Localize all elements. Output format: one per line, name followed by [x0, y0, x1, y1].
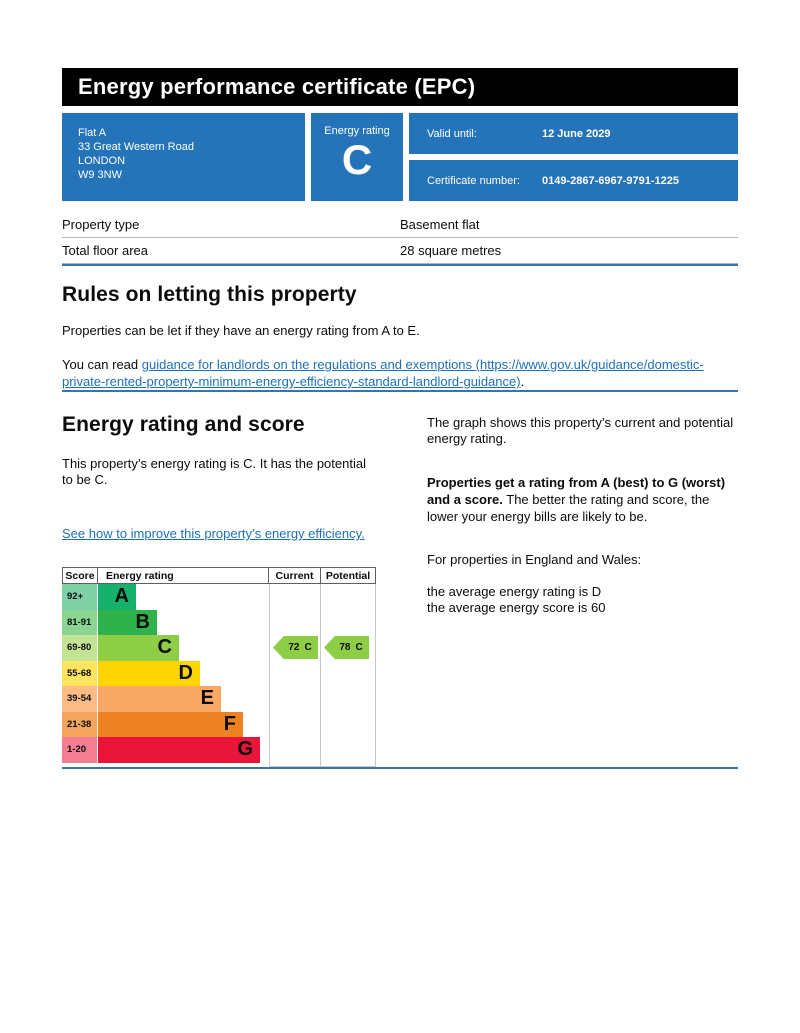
potential-rating-marker: 78 C — [324, 636, 369, 659]
band-bar-track: B — [98, 609, 269, 635]
score-column-header: Score — [62, 568, 98, 583]
potential-rating-column: 78 C — [321, 584, 376, 767]
epc-band-row-a: 92+ A — [62, 584, 269, 610]
epc-band-rows: 92+ A 81-91 B 69-80 C 55-68 D 39-54 E 21-38 F 1-20 G — [62, 584, 269, 767]
property-address: Flat A 33 Great Western Road LONDON W9 3… — [62, 113, 305, 201]
potential-score: 78 — [339, 642, 351, 653]
epc-band-row-b: 81-91 B — [62, 609, 269, 635]
epc-chart-header: Score Energy rating Current Potential — [62, 567, 376, 584]
property-summary-table: Property type Basement flat Total floor … — [62, 212, 738, 264]
certificate-number-value: 0149-2867-6967-9791-1225 — [542, 174, 680, 187]
improve-efficiency-link[interactable]: See how to improve this property’s energ… — [62, 526, 365, 541]
band-score-range: 92+ — [62, 584, 98, 610]
rating-column-header: Energy rating — [98, 568, 269, 583]
rules-paragraph: Properties can be let if they have an en… — [62, 323, 420, 338]
epc-page: Energy performance certificate (EPC) Fla… — [62, 0, 738, 769]
england-wales-label: For properties in England and Wales: — [427, 552, 642, 567]
potential-band: C — [355, 642, 363, 653]
section-divider — [62, 264, 738, 266]
band-bar-track: E — [98, 686, 269, 712]
band-score-range: 39-54 — [62, 686, 98, 712]
rating-explanation: Properties get a rating from A (best) to… — [427, 474, 738, 525]
band-bar-g: G — [98, 737, 260, 763]
band-bar-track: F — [98, 711, 269, 737]
guidance-prefix: You can read — [62, 357, 142, 372]
average-rating-text: the average energy rating is D the avera… — [427, 584, 606, 615]
current-column-header: Current — [269, 568, 321, 583]
current-score: 72 — [288, 642, 300, 653]
epc-band-row-g: 1-20 G — [62, 737, 269, 763]
rating-intro: This property’s energy rating is C. It h… — [62, 456, 366, 487]
section-divider — [62, 390, 738, 392]
band-bar-c: C — [98, 635, 179, 661]
validity-column: Valid until: 12 June 2029 Certificate nu… — [409, 113, 738, 201]
band-score-range: 81-91 — [62, 609, 98, 635]
band-bar-b: B — [98, 609, 157, 635]
band-bar-d: D — [98, 660, 200, 686]
certificate-header: Flat A 33 Great Western Road LONDON W9 3… — [62, 113, 738, 201]
epc-band-row-f: 21-38 F — [62, 711, 269, 737]
property-type-value: Basement flat — [400, 217, 480, 232]
epc-chart-body: 92+ A 81-91 B 69-80 C 55-68 D 39-54 E 21-38 F 1-20 G … — [62, 584, 376, 767]
section-divider — [62, 767, 738, 769]
band-bar-a: A — [98, 584, 136, 610]
current-rating-column: 72 C — [269, 584, 321, 767]
landlord-guidance-link[interactable]: guidance for landlords on the regulation… — [62, 357, 704, 389]
rules-heading: Rules on letting this property — [62, 283, 357, 306]
epc-band-row-e: 39-54 E — [62, 686, 269, 712]
current-band: C — [304, 642, 312, 653]
band-bar-f: F — [98, 711, 243, 737]
rating-left-column: Energy rating and score This property’s … — [62, 413, 410, 767]
band-score-range: 1-20 — [62, 737, 98, 763]
energy-rating-value: C — [341, 136, 373, 183]
rating-section: Energy rating and score This property’s … — [62, 413, 738, 767]
band-score-range: 21-38 — [62, 711, 98, 737]
energy-rating-box: Energy rating C — [311, 113, 403, 201]
epc-chart: Score Energy rating Current Potential 92… — [62, 567, 376, 767]
band-bar-track: G — [98, 737, 269, 763]
band-bar-track: D — [98, 660, 269, 686]
current-rating-marker: 72 C — [273, 636, 318, 659]
rating-right-column: The graph shows this property’s current … — [427, 413, 738, 767]
floor-area-value: 28 square metres — [400, 243, 502, 258]
table-row: Property type Basement flat — [62, 212, 738, 238]
potential-column-header: Potential — [321, 568, 376, 583]
guidance-suffix: . — [520, 374, 525, 389]
valid-until-value: 12 June 2029 — [542, 127, 611, 140]
rules-guidance-paragraph: You can read guidance for landlords on t… — [62, 356, 722, 390]
energy-rating-label: Energy rating — [324, 125, 390, 137]
valid-until-box: Valid until: 12 June 2029 — [409, 113, 738, 154]
floor-area-label: Total floor area — [62, 243, 148, 258]
band-score-range: 69-80 — [62, 635, 98, 661]
band-score-range: 55-68 — [62, 660, 98, 686]
band-bar-track: A — [98, 584, 269, 610]
certificate-number-box: Certificate number: 0149-2867-6967-9791-… — [409, 160, 738, 201]
band-bar-e: E — [98, 686, 221, 712]
property-type-label: Property type — [62, 217, 140, 232]
table-row: Total floor area 28 square metres — [62, 238, 738, 264]
rating-explanation-bold: Properties get a rating from A (best) to… — [427, 475, 726, 507]
certificate-number-label: Certificate number: — [427, 174, 520, 187]
rating-heading: Energy rating and score — [62, 413, 305, 436]
graph-description: The graph shows this property’s current … — [427, 415, 734, 446]
rating-explanation-rest: The better the rating and score, the low… — [427, 492, 710, 524]
page-title: Energy performance certificate (EPC) — [62, 68, 738, 106]
valid-until-label: Valid until: — [427, 127, 477, 140]
band-bar-track: C — [98, 635, 269, 661]
epc-band-row-c: 69-80 C — [62, 635, 269, 661]
epc-band-row-d: 55-68 D — [62, 660, 269, 686]
rules-section: Rules on letting this property Propertie… — [62, 283, 738, 390]
